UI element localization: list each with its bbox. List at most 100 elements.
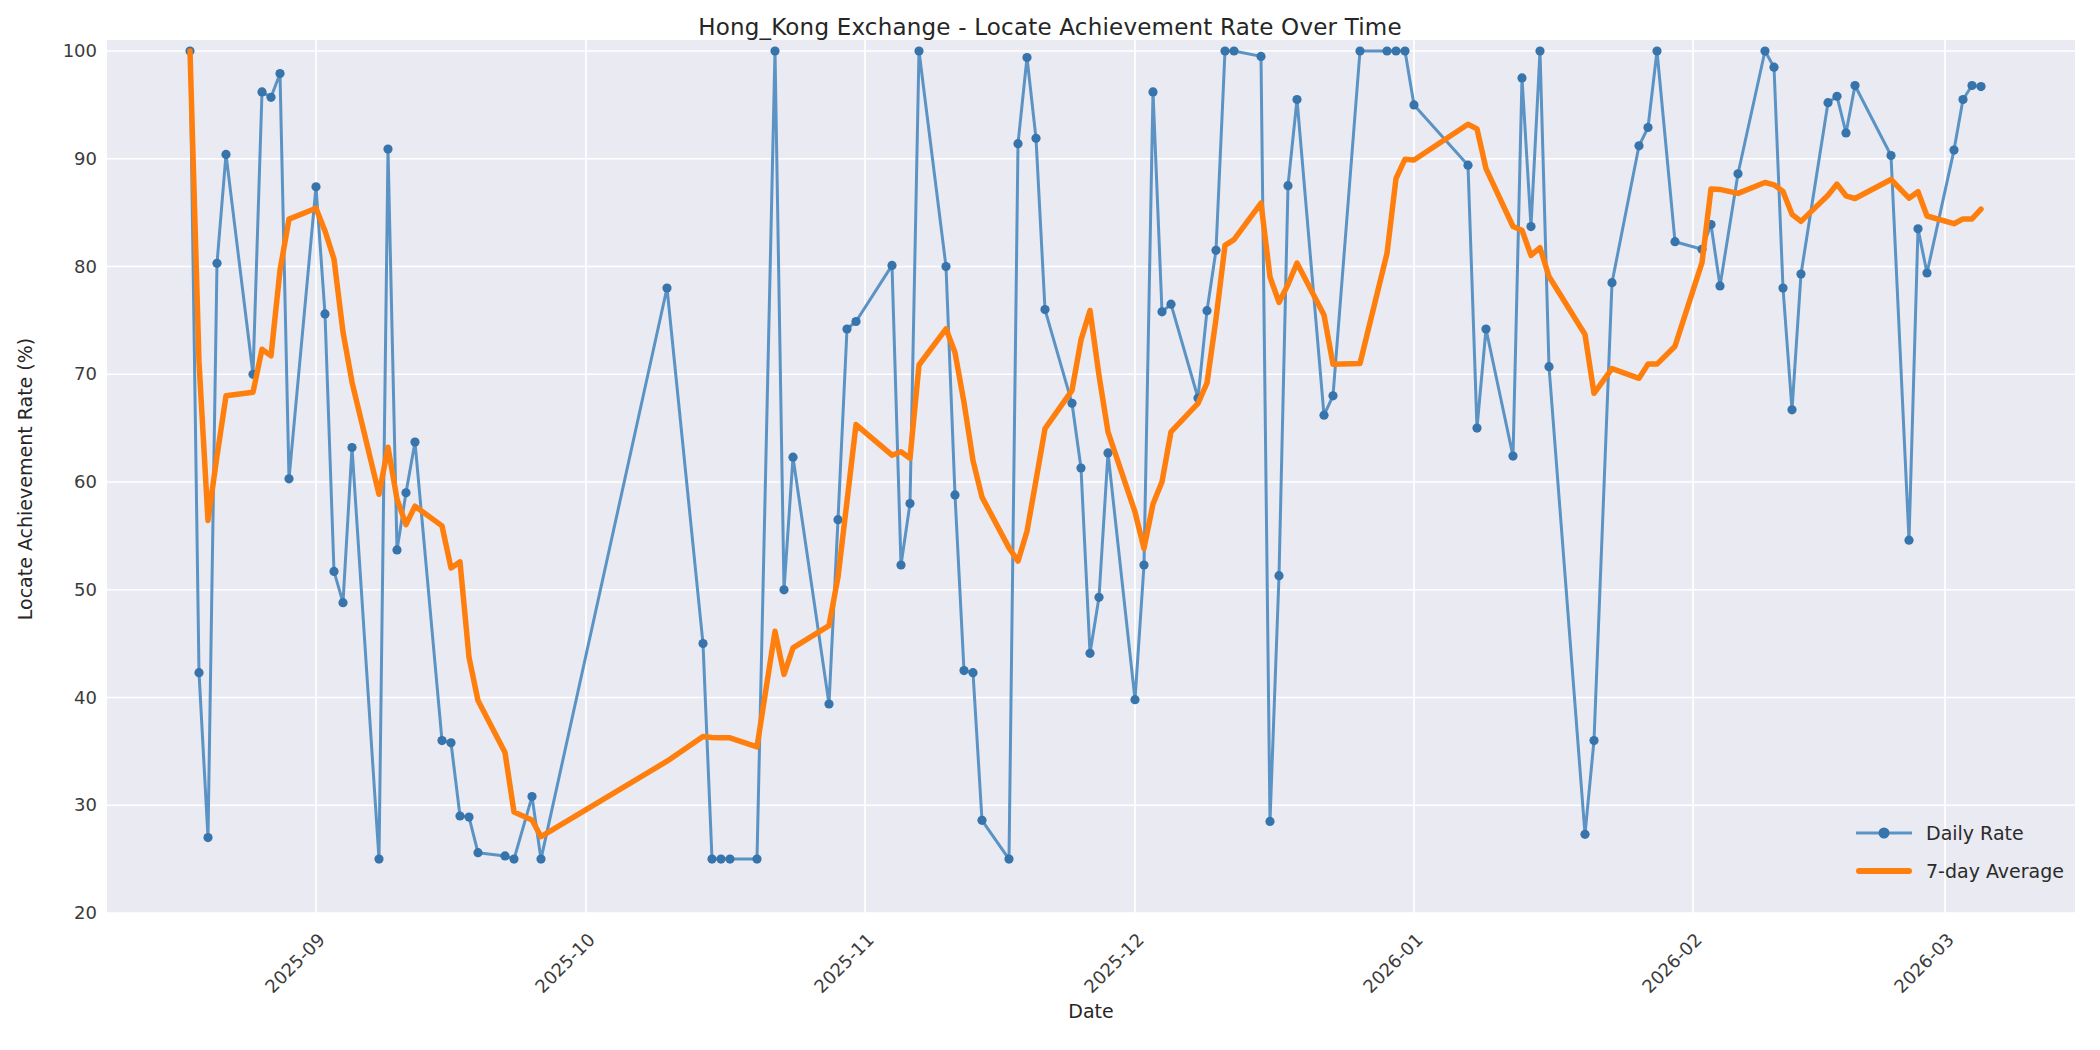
data-point-marker xyxy=(1976,82,1985,91)
data-point-marker xyxy=(896,560,905,569)
data-point-marker xyxy=(509,855,518,864)
data-point-marker xyxy=(446,738,455,747)
data-point-marker xyxy=(1328,391,1337,400)
data-point-marker xyxy=(905,499,914,508)
data-point-marker xyxy=(203,833,212,842)
y-tick-label: 50 xyxy=(74,579,97,600)
data-point-marker xyxy=(284,474,293,483)
legend-label: 7-day Average xyxy=(1926,860,2064,882)
x-tick-label: 2026-02 xyxy=(1638,929,1706,997)
data-point-marker xyxy=(1391,46,1400,55)
data-point-marker xyxy=(1760,46,1769,55)
data-point-marker xyxy=(824,699,833,708)
x-tick-label: 2025-09 xyxy=(261,929,329,997)
data-point-marker xyxy=(977,816,986,825)
data-point-marker xyxy=(1400,46,1409,55)
data-point-marker xyxy=(1589,736,1598,745)
data-point-marker xyxy=(1409,100,1418,109)
legend-label: Daily Rate xyxy=(1926,822,2024,844)
data-point-marker xyxy=(851,317,860,326)
data-point-marker xyxy=(437,736,446,745)
data-point-marker xyxy=(950,490,959,499)
data-point-marker xyxy=(1652,46,1661,55)
data-point-marker xyxy=(1220,46,1229,55)
data-point-marker xyxy=(1526,222,1535,231)
data-point-marker xyxy=(1787,405,1796,414)
figure: Hong_Kong Exchange - Locate Achievement … xyxy=(0,0,2100,1050)
data-point-marker xyxy=(887,261,896,270)
data-point-marker xyxy=(536,855,545,864)
data-point-marker xyxy=(1643,123,1652,132)
x-tick-label: 2025-12 xyxy=(1080,929,1148,997)
data-point-marker xyxy=(1211,246,1220,255)
legend-entry-7day-average: 7-day Average xyxy=(1856,858,2064,884)
y-axis-label: Locate Achievement Rate (%) xyxy=(14,279,36,679)
data-point-marker xyxy=(275,69,284,78)
legend: Daily Rate 7-day Average xyxy=(1856,820,2064,884)
y-tick-labels: 2030405060708090100 xyxy=(63,40,97,923)
average-line-icon xyxy=(1856,858,1912,884)
data-point-marker xyxy=(1715,281,1724,290)
data-point-marker xyxy=(410,438,419,447)
data-point-marker xyxy=(770,46,779,55)
data-point-marker xyxy=(212,259,221,268)
data-point-marker xyxy=(1769,63,1778,72)
data-point-marker xyxy=(1607,278,1616,287)
data-point-marker xyxy=(1778,283,1787,292)
data-point-marker xyxy=(338,598,347,607)
data-point-marker xyxy=(1130,695,1139,704)
data-point-marker xyxy=(329,567,338,576)
data-point-marker xyxy=(1256,52,1265,61)
data-point-marker xyxy=(257,87,266,96)
data-point-marker xyxy=(959,666,968,675)
data-point-marker xyxy=(1292,95,1301,104)
data-point-marker xyxy=(1832,92,1841,101)
data-point-marker xyxy=(968,668,977,677)
data-point-marker xyxy=(392,545,401,554)
data-point-marker xyxy=(1319,411,1328,420)
data-point-marker xyxy=(788,453,797,462)
x-tick-label: 2026-01 xyxy=(1359,929,1427,997)
data-point-marker xyxy=(1886,151,1895,160)
y-tick-label: 90 xyxy=(74,148,97,169)
x-tick-labels: 2025-092025-102025-112025-122026-012026-… xyxy=(261,929,1958,997)
data-point-marker xyxy=(1157,307,1166,316)
data-point-marker xyxy=(1922,268,1931,277)
legend-entry-daily-rate: Daily Rate xyxy=(1856,820,2064,846)
data-point-marker xyxy=(1202,306,1211,315)
x-tick-label: 2025-10 xyxy=(531,929,599,997)
data-point-marker xyxy=(500,851,509,860)
data-point-marker xyxy=(1967,81,1976,90)
y-tick-label: 30 xyxy=(74,794,97,815)
data-point-marker xyxy=(320,309,329,318)
data-point-marker xyxy=(374,855,383,864)
legend-daily-dot xyxy=(1879,828,1890,839)
plot-background xyxy=(107,40,2075,913)
data-point-marker xyxy=(473,848,482,857)
data-point-marker xyxy=(383,145,392,154)
data-point-marker xyxy=(779,585,788,594)
data-point-marker xyxy=(1823,98,1832,107)
data-point-marker xyxy=(1481,324,1490,333)
data-point-marker xyxy=(842,324,851,333)
data-point-marker xyxy=(1076,463,1085,472)
y-tick-label: 20 xyxy=(74,902,97,923)
data-point-marker xyxy=(1913,224,1922,233)
x-tick-label: 2026-03 xyxy=(1890,929,1958,997)
data-point-marker xyxy=(1031,134,1040,143)
data-point-marker xyxy=(1508,452,1517,461)
plot-area: 20304050607080901002025-092025-102025-11… xyxy=(0,0,2100,1050)
data-point-marker xyxy=(1670,237,1679,246)
data-point-marker xyxy=(1067,399,1076,408)
y-tick-label: 40 xyxy=(74,687,97,708)
data-point-marker xyxy=(1949,146,1958,155)
data-point-marker xyxy=(194,668,203,677)
data-point-marker xyxy=(1841,128,1850,137)
data-point-marker xyxy=(1085,649,1094,658)
data-point-marker xyxy=(725,855,734,864)
data-point-marker xyxy=(1733,169,1742,178)
data-point-marker xyxy=(1265,817,1274,826)
data-point-marker xyxy=(698,639,707,648)
data-point-marker xyxy=(752,855,761,864)
data-point-marker xyxy=(1904,536,1913,545)
